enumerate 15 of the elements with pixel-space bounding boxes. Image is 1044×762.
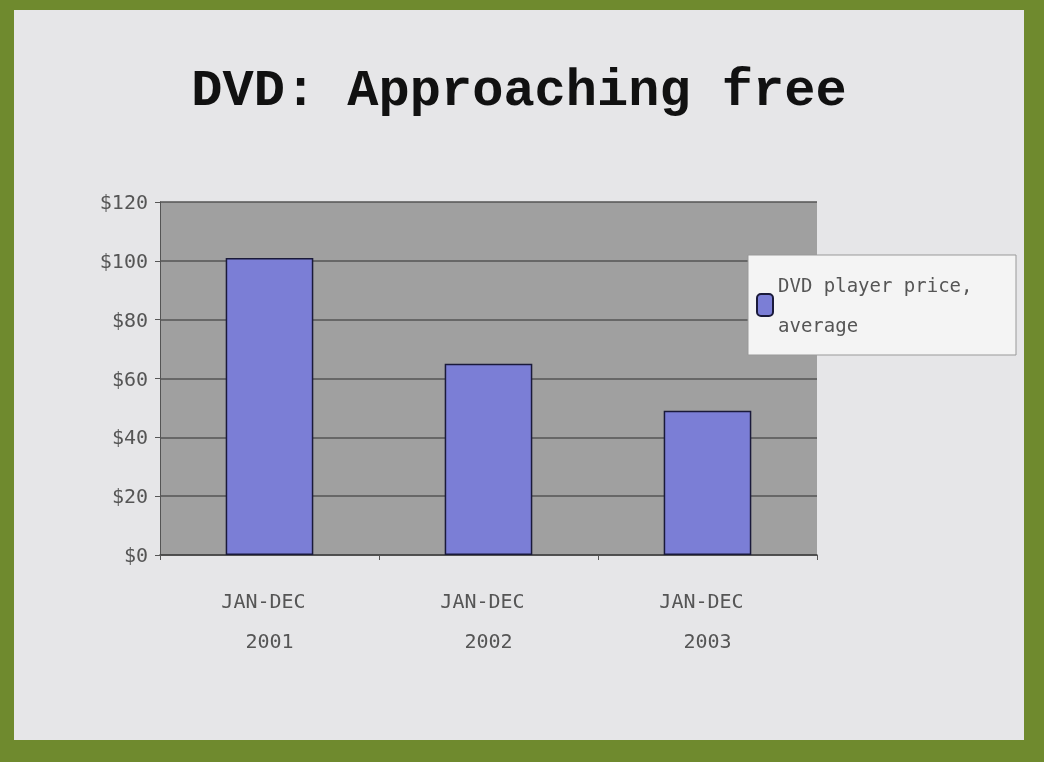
x-tick-label: JAN-DEC 2002 [440,589,537,653]
x-tick-label: JAN-DEC 2001 [221,589,318,653]
bar [444,363,533,555]
y-tick-label: $60 [111,366,148,391]
y-tick-label: $120 [99,190,148,214]
y-tick-label: $0 [123,543,148,567]
legend-label: DVD player price, average [778,274,984,336]
bar [663,410,752,555]
bar [225,257,314,555]
x-tick-label: JAN-DEC 2003 [659,589,756,653]
y-tick-label: $20 [111,484,148,509]
y-tick-label: $80 [111,307,148,332]
y-tick-label: $40 [111,425,148,450]
chart-title: DVD: Approaching free [191,61,847,121]
y-tick-label: $100 [99,248,148,273]
